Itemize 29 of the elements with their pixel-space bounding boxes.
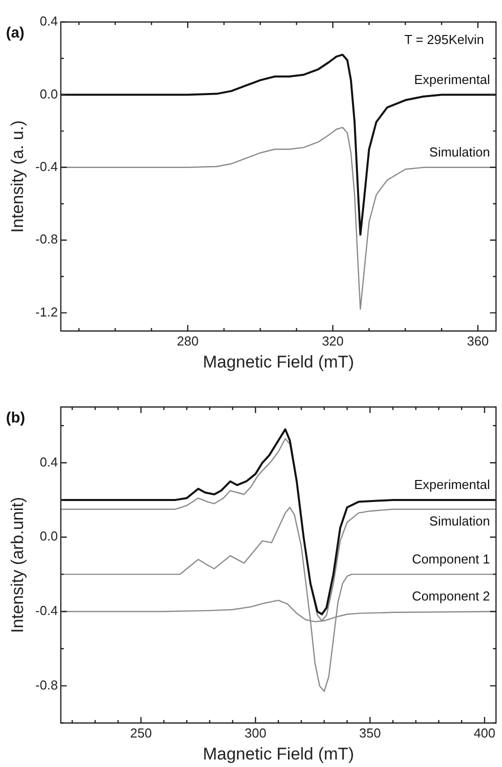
series-label: Simulation xyxy=(429,144,490,160)
series-label: Component 2 xyxy=(412,588,490,604)
series-label: Experimental xyxy=(414,477,490,492)
y-tick-label: -0.8 xyxy=(35,677,58,692)
y-tick-label: -0.8 xyxy=(35,232,58,247)
y-tick-label: -1.2 xyxy=(35,304,58,320)
y-tick-label: 0.0 xyxy=(40,528,58,544)
x-tick-label: 320 xyxy=(322,333,344,348)
y-axis-title: Intensity (a. u.) xyxy=(8,120,27,233)
series-label: Experimental xyxy=(414,72,490,87)
y-tick-label: 0.4 xyxy=(40,454,58,470)
x-tick-label: 250 xyxy=(130,725,152,740)
y-tick-label: -0.4 xyxy=(35,603,58,618)
y-tick-label: -0.4 xyxy=(35,158,58,174)
x-axis-title: Magnetic Field (mT) xyxy=(202,744,354,764)
series-label: Component 1 xyxy=(412,551,490,566)
y-tick-label: 0.4 xyxy=(40,14,58,29)
x-tick-label: 400 xyxy=(474,725,496,740)
chart-title: (b) xyxy=(6,410,26,427)
annotation: T = 295Kelvin xyxy=(404,32,484,48)
series-label: Simulation xyxy=(429,513,490,528)
y-tick-label: 0.0 xyxy=(40,86,58,102)
x-tick-label: 360 xyxy=(467,333,489,348)
x-tick-label: 280 xyxy=(176,333,199,348)
x-tick-label: 300 xyxy=(244,725,266,740)
chart-title: (a) xyxy=(6,24,24,42)
x-tick-label: 350 xyxy=(359,725,381,740)
y-axis-title: Intensity (arb.unit) xyxy=(8,496,27,634)
x-axis-title: Magnetic Field (mT) xyxy=(202,352,354,372)
